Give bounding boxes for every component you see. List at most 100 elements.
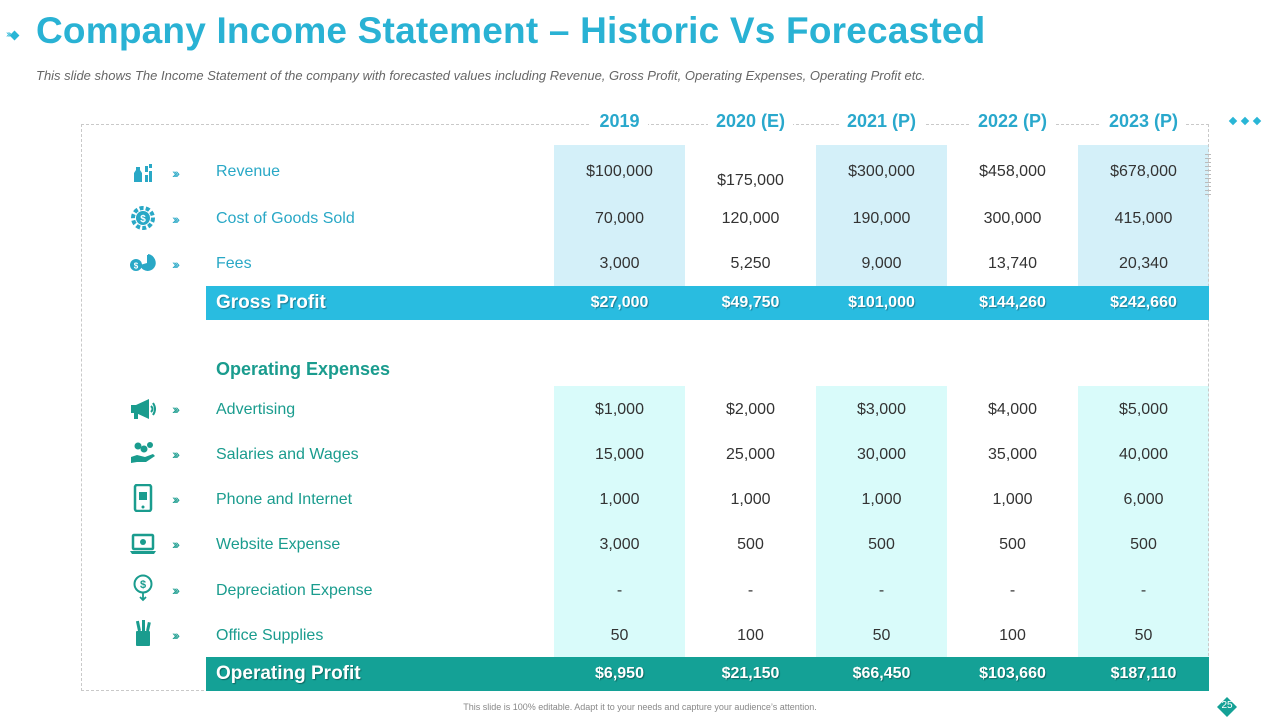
cell-office-2022: 100 [999, 627, 1026, 644]
diamond-decoration-icon [1240, 116, 1250, 126]
revenue-shade-2021 [816, 145, 947, 286]
cell-website-2020: 500 [737, 536, 764, 553]
operating-profit-row: Operating Profit $6,950 $21,150 $66,450 … [206, 657, 1209, 691]
diamond-decoration-icon [9, 30, 20, 40]
cell-cogs-2023: 415,000 [1114, 210, 1173, 227]
cell-office-2019: 50 [610, 627, 629, 644]
expense-shade-2019 [554, 386, 685, 657]
row-label-advertising: Advertising [216, 401, 296, 418]
gross-profit-label: Gross Profit [216, 292, 326, 313]
row-label-phone-and-internet: Phone and Internet [216, 491, 353, 508]
page-number-badge: 25 [1216, 696, 1238, 718]
cell-salaries-2023: 40,000 [1119, 446, 1168, 463]
cell-website-2022: 500 [999, 536, 1026, 553]
cell-fees-2019: 3,000 [599, 255, 640, 272]
cell-phone-2020: 1,000 [730, 491, 771, 508]
row-label-depreciation-expense: Depreciation Expense [216, 582, 373, 599]
cell-cogs-2019: 70,000 [595, 210, 644, 227]
scroll-grip [1205, 154, 1211, 198]
year-header-2019: 2019 [554, 111, 685, 132]
cell-depreciation-2023: - [1140, 582, 1147, 599]
hand-coins-icon [129, 441, 157, 467]
year-header-2020: 2020 (E) [685, 111, 816, 132]
row-chevron-icon: ››› [172, 491, 180, 507]
cell-website-2019: 3,000 [599, 536, 640, 553]
frame-decoration [1228, 116, 1262, 126]
cell-fees-2022: 13,740 [988, 255, 1037, 272]
cell-salaries-2020: 25,000 [726, 446, 775, 463]
cell-salaries-2019: 15,000 [595, 446, 644, 463]
row-label-website-expense: Website Expense [216, 536, 341, 553]
megaphone-icon [129, 396, 157, 422]
operating-profit-label: Operating Profit [216, 663, 361, 684]
cell-depreciation-2019: - [616, 582, 623, 599]
cell-salaries-2021: 30,000 [857, 446, 906, 463]
gross-profit-2023: $242,660 [1110, 294, 1177, 311]
row-label-salaries-and-wages: Salaries and Wages [216, 446, 359, 463]
gross-profit-2019: $27,000 [590, 294, 649, 311]
row-label-revenue: Revenue [216, 163, 281, 180]
operating-profit-2019: $6,950 [595, 665, 644, 682]
cell-website-2023: 500 [1130, 536, 1157, 553]
revenue-shade-2023 [1078, 145, 1209, 286]
row-chevron-icon: ››› [172, 446, 180, 462]
cell-phone-2021: 1,000 [861, 491, 902, 508]
svg-text:$: $ [140, 214, 146, 225]
smartphone-icon [129, 484, 157, 512]
cell-depreciation-2021: - [878, 582, 885, 599]
coin-pie-chart-icon: $ [129, 250, 157, 276]
row-chevron-icon: ››› [172, 256, 180, 272]
cell-advertising-2022: $4,000 [988, 401, 1037, 418]
year-header-2023: 2023 (P) [1078, 111, 1209, 132]
row-label-cost-of-goods-sold: Cost of Goods Sold [216, 210, 355, 227]
cell-advertising-2023: $5,000 [1119, 401, 1168, 418]
svg-text:$: $ [140, 579, 146, 591]
dollar-down-arrow-icon: $ [129, 574, 157, 602]
cell-phone-2022: 1,000 [992, 491, 1033, 508]
cell-salaries-2022: 35,000 [988, 446, 1037, 463]
cell-advertising-2021: $3,000 [857, 401, 906, 418]
title-decoration: ››› [6, 28, 36, 42]
row-chevron-icon: ››› [172, 211, 180, 227]
cell-depreciation-2020: - [747, 582, 754, 599]
cell-cogs-2021: 190,000 [852, 210, 911, 227]
gross-profit-2021: $101,000 [848, 294, 915, 311]
laptop-icon [129, 531, 157, 557]
diamond-decoration-icon [1252, 116, 1262, 126]
operating-profit-2021: $66,450 [852, 665, 911, 682]
operating-profit-2020: $21,150 [721, 665, 780, 682]
cell-fees-2020: 5,250 [730, 255, 771, 272]
row-label-fees: Fees [216, 255, 252, 272]
chevron-decoration-icon: ››› [6, 29, 12, 40]
cell-revenue-2019: $100,000 [586, 163, 653, 180]
money-bag-chart-icon [129, 160, 157, 186]
cell-website-2021: 500 [868, 536, 895, 553]
cell-fees-2023: 20,340 [1119, 255, 1168, 272]
expense-shade-2021 [816, 386, 947, 657]
cell-depreciation-2022: - [1009, 582, 1016, 599]
footer-note: This slide is 100% editable. Adapt it to… [463, 702, 817, 712]
cell-phone-2019: 1,000 [599, 491, 640, 508]
dollar-gear-icon: $ [129, 205, 157, 231]
cell-cogs-2020: 120,000 [721, 210, 780, 227]
cell-office-2023: 50 [1134, 627, 1153, 644]
cell-revenue-2022: $458,000 [979, 163, 1046, 180]
expense-shade-2023 [1078, 386, 1209, 657]
cell-phone-2023: 6,000 [1123, 491, 1164, 508]
pencil-cup-icon [129, 620, 157, 646]
row-label-office-supplies: Office Supplies [216, 627, 324, 644]
cell-revenue-2023: $678,000 [1110, 163, 1177, 180]
row-chevron-icon: ››› [172, 401, 180, 417]
gross-profit-row: Gross Profit $27,000 $49,750 $101,000 $1… [206, 286, 1209, 320]
cell-cogs-2022: 300,000 [983, 210, 1042, 227]
cell-advertising-2020: $2,000 [726, 401, 775, 418]
year-header-2022: 2022 (P) [947, 111, 1078, 132]
row-chevron-icon: ››› [172, 582, 180, 598]
cell-office-2020: 100 [737, 627, 764, 644]
gross-profit-2020: $49,750 [721, 294, 780, 311]
cell-advertising-2019: $1,000 [595, 401, 644, 418]
page-title: Company Income Statement – Historic Vs F… [36, 10, 986, 51]
cell-office-2021: 50 [872, 627, 891, 644]
row-chevron-icon: ››› [172, 627, 180, 643]
page-number: 25 [1221, 700, 1233, 711]
